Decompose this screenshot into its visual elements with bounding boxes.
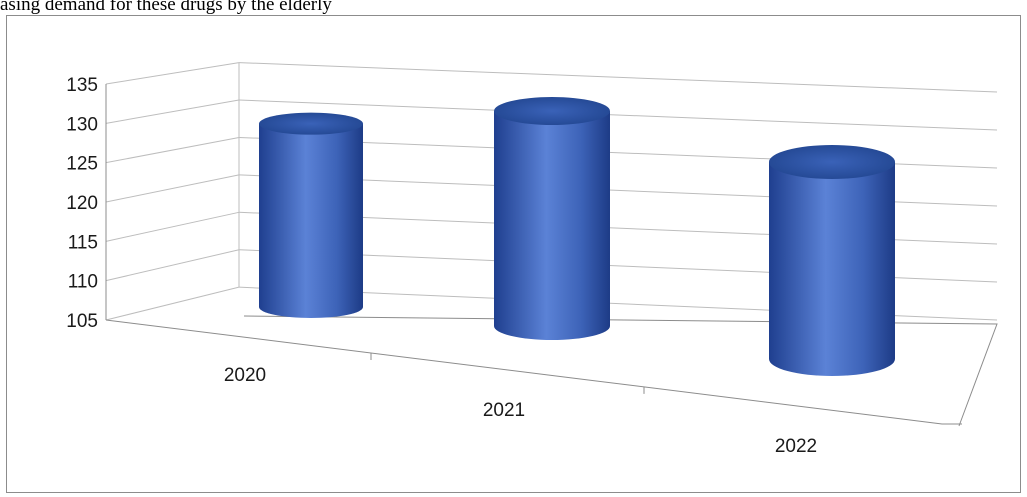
gridline-left-wall <box>105 136 240 164</box>
bar-top <box>494 97 610 125</box>
gridline-left-wall <box>105 249 240 282</box>
x-tick-labels: 2020 2021 2022 <box>224 365 817 457</box>
y-tick-label: 125 <box>66 154 98 175</box>
chart-frame: 105 110 115 120 125 130 135 2020 2021 2022 <box>6 15 1021 493</box>
y-tick-labels: 105 110 115 120 125 130 135 <box>66 75 98 332</box>
gridline-left-wall <box>105 286 240 321</box>
axis-layer <box>105 62 998 427</box>
bar-2020 <box>259 112 363 319</box>
x-tick-label: 2020 <box>224 365 266 386</box>
x-tick-label: 2022 <box>775 436 817 457</box>
x-tick-label: 2021 <box>483 400 525 421</box>
chart-caption: asing demand for these drugs by the elde… <box>0 0 332 15</box>
gridline-left-wall <box>105 211 240 242</box>
gridline-back-wall <box>238 99 998 131</box>
y-tick-label: 110 <box>68 272 98 293</box>
gridline-left-wall <box>105 174 240 203</box>
y-tick-label: 105 <box>66 311 98 332</box>
gridline-left-wall <box>105 62 240 85</box>
bar-side <box>769 162 895 376</box>
bar-2021 <box>494 97 610 340</box>
bars-layer <box>259 97 895 376</box>
y-tick-label: 120 <box>66 193 98 214</box>
cylinder-bar-chart: 105 110 115 120 125 130 135 2020 2021 2022 <box>66 62 998 457</box>
bar-2022 <box>769 145 895 376</box>
bar-side <box>494 111 610 340</box>
gridline-back-wall <box>238 62 998 93</box>
y-tick-label: 135 <box>66 75 98 96</box>
bar-side <box>259 123 363 319</box>
y-tick-label: 115 <box>68 232 98 253</box>
y-tick-label: 130 <box>66 114 98 135</box>
bar-top <box>259 112 363 135</box>
bar-top <box>769 145 895 179</box>
gridline-left-wall <box>105 99 240 124</box>
